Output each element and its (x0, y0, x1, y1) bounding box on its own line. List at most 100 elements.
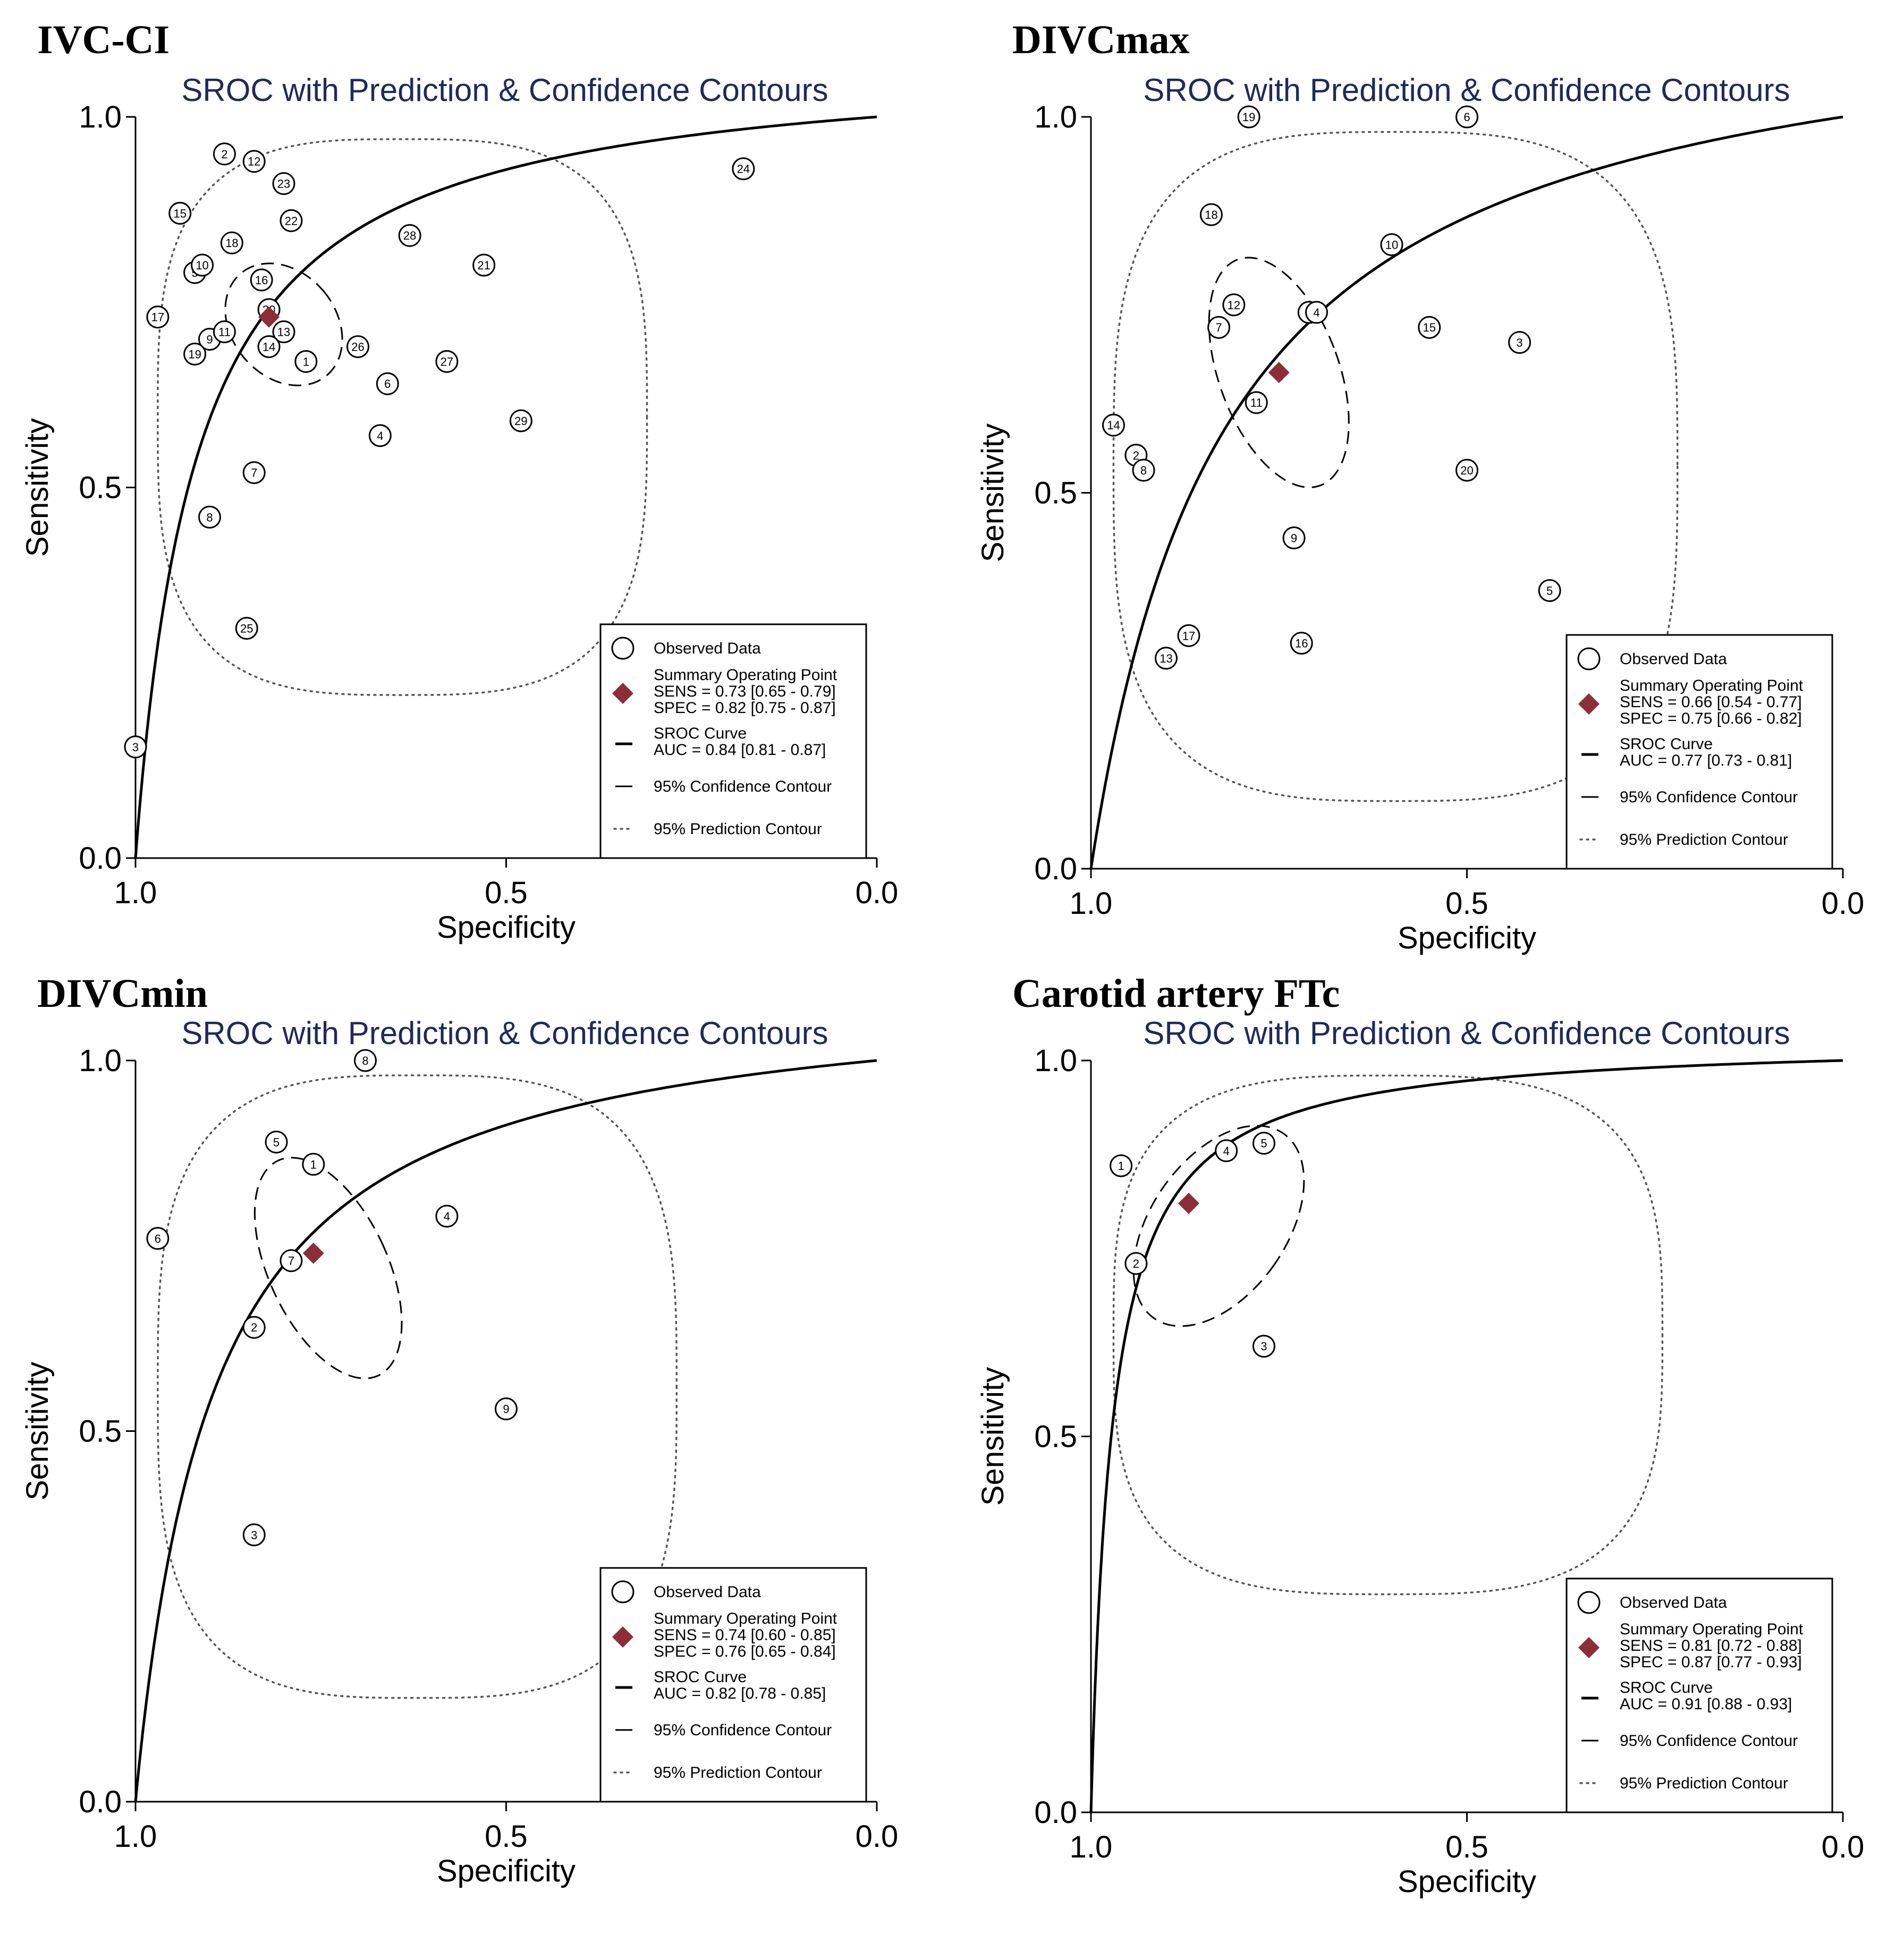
study-label: 24 (737, 163, 750, 176)
study-point: 22 (280, 209, 303, 232)
study-marker (242, 1523, 266, 1547)
study-point: 7 (1207, 316, 1231, 339)
study-label: 28 (403, 229, 416, 242)
study-point: 17 (1177, 624, 1200, 647)
study-marker (280, 209, 303, 232)
study-label: 27 (441, 355, 453, 368)
legend-sens: SENS = 0.66 [0.54 - 0.77] (1620, 693, 1802, 711)
study-label: 4 (444, 1210, 450, 1223)
study-point: 9 (1282, 526, 1306, 549)
study-point: 20 (1455, 459, 1478, 482)
y-tick-label: 0.5 (79, 471, 122, 505)
study-marker (213, 142, 236, 166)
study-label: 13 (1160, 652, 1172, 665)
confidence-contour (253, 1157, 403, 1379)
study-label: 6 (155, 1232, 161, 1245)
study-marker (368, 424, 392, 447)
study-marker (146, 1227, 170, 1250)
study-label: 4 (1223, 1144, 1230, 1158)
legend-auc: AUC = 0.91 [0.88 - 0.93] (1620, 1695, 1792, 1713)
legend-prediction-label: 95% Prediction Contour (1620, 1775, 1788, 1792)
study-point: 9 (495, 1397, 518, 1421)
study-point: 19 (183, 342, 207, 366)
x-tick-label: 0.0 (1822, 1830, 1865, 1864)
study-label: 19 (1242, 111, 1255, 124)
study-marker (1245, 391, 1268, 414)
legend-summary-marker (612, 1626, 633, 1648)
study-label: 2 (1133, 449, 1139, 462)
study-point: 3 (1252, 1335, 1275, 1358)
legend-sens: SENS = 0.73 [0.65 - 0.79] (654, 683, 836, 700)
confidence-contour (224, 262, 343, 386)
prediction-contour (157, 138, 648, 696)
study-point: 4 (1305, 301, 1328, 324)
legend-sroc-title: SROC Curve (654, 725, 747, 742)
study-marker (472, 253, 496, 277)
legend-summary-title: Summary Operating Point (654, 666, 837, 684)
legend-auc: AUC = 0.84 [0.81 - 0.87] (654, 741, 826, 759)
study-label: 16 (1295, 637, 1308, 650)
study-point: 2 (213, 142, 236, 166)
study-marker (353, 1049, 377, 1072)
study-marker (509, 409, 532, 432)
study-point: 3 (242, 1523, 266, 1547)
prediction-contour (157, 1074, 678, 1699)
chart-title: SROC with Prediction & Confidence Contou… (1143, 1015, 1790, 1051)
legend-spec: SPEC = 0.75 [0.66 - 0.82] (1620, 710, 1802, 727)
panel-title: Carotid artery FTc (1012, 971, 1340, 1016)
study-label: 9 (206, 333, 213, 346)
study-label: 9 (503, 1403, 509, 1416)
study-label: 17 (151, 311, 164, 324)
study-point: 18 (1199, 203, 1223, 226)
study-label: 9 (1291, 531, 1297, 545)
study-point: 11 (213, 320, 236, 344)
study-marker (1252, 1132, 1275, 1155)
study-label: 1 (303, 355, 309, 368)
study-label: 1 (310, 1158, 317, 1171)
legend-observed-marker (611, 1580, 634, 1604)
x-tick-label: 0.5 (485, 1819, 528, 1854)
legend-observed-label: Observed Data (654, 640, 761, 657)
study-point: 15 (168, 201, 192, 225)
study-label: 3 (1260, 1340, 1267, 1353)
study-marker (1215, 1139, 1238, 1163)
x-tick-label: 0.0 (856, 876, 899, 910)
legend-summary-marker (1578, 693, 1600, 715)
study-point: 6 (376, 372, 399, 395)
legend-prediction-label: 95% Prediction Contour (654, 1764, 822, 1782)
legend-auc: AUC = 0.82 [0.78 - 0.85] (654, 1685, 826, 1702)
study-label: 2 (1133, 1257, 1139, 1270)
study-marker (257, 335, 281, 358)
study-marker (1380, 233, 1403, 257)
y-tick-label: 1.0 (1034, 100, 1077, 134)
study-label: 13 (277, 326, 290, 339)
x-tick-label: 1.0 (1070, 1830, 1113, 1864)
y-tick-label: 1.0 (1034, 1044, 1077, 1078)
y-tick-label: 0.5 (1034, 1420, 1077, 1454)
legend-observed-label: Observed Data (1620, 650, 1727, 668)
legend-auc: AUC = 0.77 [0.73 - 0.81] (1620, 752, 1792, 769)
study-point: 2 (1124, 1252, 1148, 1275)
study-point: 7 (242, 461, 266, 485)
legend-observed-label: Observed Data (654, 1583, 761, 1601)
study-point: 10 (191, 253, 214, 277)
y-tick-label: 0.0 (1034, 1795, 1077, 1830)
study-point: 14 (257, 335, 281, 358)
study-marker (220, 231, 243, 255)
study-label: 5 (273, 1135, 280, 1149)
study-point: 24 (732, 157, 755, 181)
study-marker (1199, 203, 1223, 226)
x-tick-label: 0.0 (1822, 886, 1865, 921)
study-label: 11 (218, 326, 231, 339)
study-point: 17 (146, 306, 170, 329)
study-marker (250, 268, 273, 292)
study-label: 15 (173, 207, 186, 220)
legend-confidence-label: 95% Confidence Contour (1620, 788, 1798, 806)
study-label: 25 (240, 622, 253, 635)
legend-spec: SPEC = 0.87 [0.77 - 0.93] (1620, 1653, 1802, 1671)
study-point: 4 (1215, 1139, 1238, 1163)
summary-operating-point (1178, 1192, 1199, 1214)
study-marker (1418, 316, 1441, 339)
y-axis-label: Sensitivity (976, 423, 1010, 562)
study-point: 25 (235, 617, 258, 640)
